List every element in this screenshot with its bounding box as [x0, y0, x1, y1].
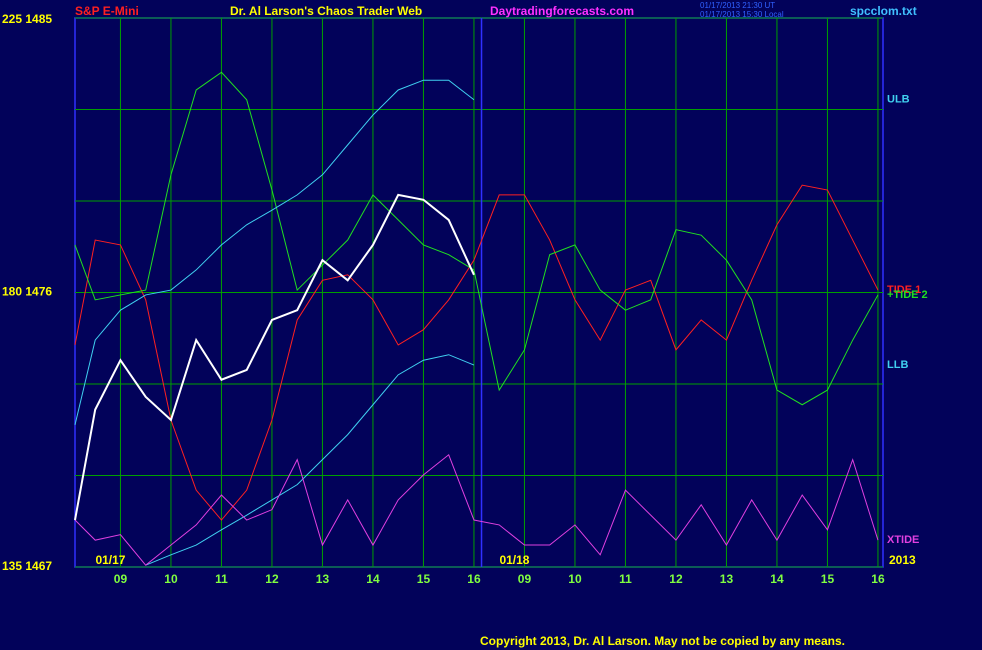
series-label: TIDE 1: [887, 284, 921, 296]
x-tick-label: 10: [568, 572, 582, 586]
copyright: Copyright 2013, Dr. Al Larson. May not b…: [480, 634, 845, 648]
x-tick-label: 09: [114, 572, 128, 586]
year-label: 2013: [889, 553, 916, 567]
y-tick-label: 180 1476: [2, 285, 52, 299]
x-tick-label: 11: [215, 572, 228, 586]
x-tick-label: 09: [518, 572, 532, 586]
series-line: [74, 71, 879, 406]
time-local: 01/17/2013 15:30 Local: [700, 10, 784, 19]
series-line: [145, 354, 475, 566]
x-tick-label: 16: [871, 572, 885, 586]
x-tick-label: 12: [669, 572, 683, 586]
series-line: [74, 79, 475, 425]
chart-title: Dr. Al Larson's Chaos Trader Web: [230, 4, 422, 18]
x-tick-label: 14: [366, 572, 380, 586]
x-tick-label: 12: [265, 572, 279, 586]
series-label: LLB: [887, 359, 908, 371]
time-ut: 01/17/2013 21:30 UT: [700, 1, 775, 10]
series-label: ULB: [887, 94, 910, 106]
date-label: 01/17: [95, 553, 125, 567]
x-tick-label: 13: [720, 572, 734, 586]
x-tick-label: 13: [316, 572, 330, 586]
date-label: 01/18: [499, 553, 529, 567]
x-tick-label: 11: [619, 572, 632, 586]
x-tick-label: 15: [821, 572, 835, 586]
instrument: S&P E-Mini: [75, 4, 139, 18]
x-tick-label: 10: [164, 572, 178, 586]
series-label: +TIDE 2: [887, 289, 928, 301]
series-line: [74, 453, 879, 566]
series-line: [74, 193, 475, 521]
x-tick-label: 15: [417, 572, 431, 586]
y-tick-label: 135 1467: [2, 559, 52, 573]
series-line: [74, 184, 879, 521]
x-tick-label: 14: [770, 572, 784, 586]
file-name: spcclom.txt: [850, 4, 917, 18]
x-tick-label: 16: [467, 572, 481, 586]
site: Daytradingforecasts.com: [490, 4, 634, 18]
y-tick-label: 225 1485: [2, 12, 52, 26]
series-label: XTIDE: [887, 534, 919, 546]
